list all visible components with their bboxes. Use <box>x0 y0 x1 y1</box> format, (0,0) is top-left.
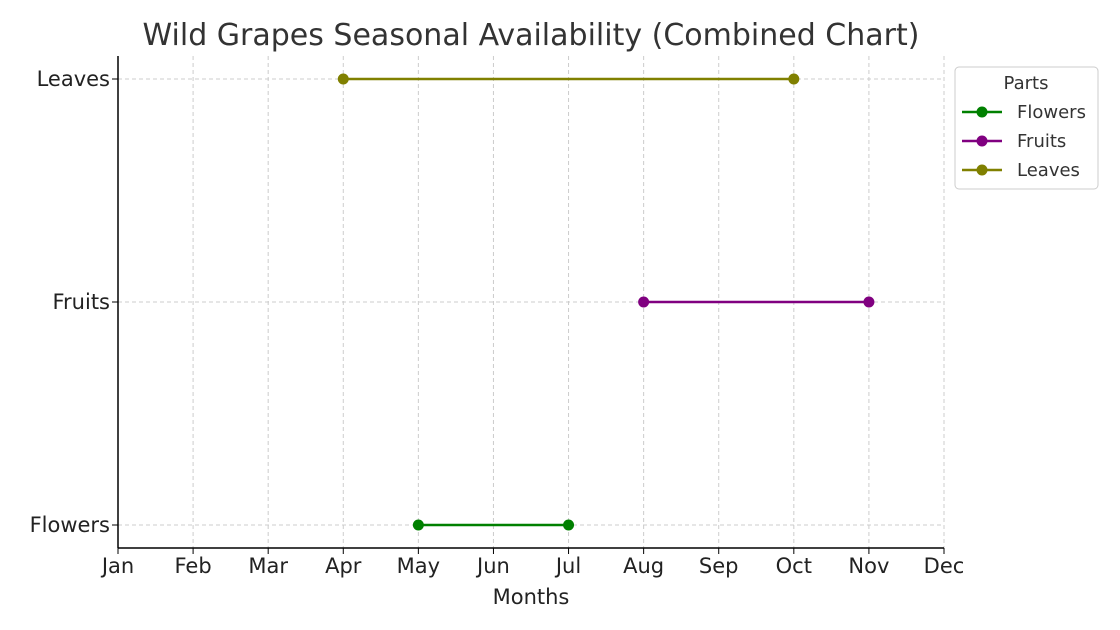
chart-title: Wild Grapes Seasonal Availability (Combi… <box>143 18 920 53</box>
y-tick-label: Flowers <box>30 513 110 537</box>
legend-swatch-marker <box>976 106 988 118</box>
data-point-end <box>863 296 875 308</box>
legend-box <box>954 66 1099 190</box>
y-tick-label: Fruits <box>52 290 110 314</box>
series <box>337 73 875 531</box>
series-leaves <box>337 73 800 85</box>
legend-label: Fruits <box>1017 131 1066 152</box>
series-fruits <box>638 296 875 308</box>
x-tick-label: Feb <box>174 554 211 578</box>
x-tick-label: Apr <box>325 554 362 578</box>
data-point-end <box>788 73 800 85</box>
y-axis-ticks: Flowers Fruits Leaves <box>30 67 118 537</box>
x-tick-label: Mar <box>248 554 288 578</box>
x-tick-label: Oct <box>776 554 812 578</box>
x-tick-label: Dec <box>924 554 965 578</box>
legend-label: Flowers <box>1017 102 1086 123</box>
legend-title: Parts <box>1004 73 1049 94</box>
x-tick-label: Nov <box>848 554 889 578</box>
x-tick-label: May <box>397 554 440 578</box>
x-tick-label: Sep <box>699 554 739 578</box>
legend-items: Flowers Fruits Leaves <box>962 102 1086 181</box>
x-axis-ticks: Jan Feb Mar Apr May Jun Jul Aug Sep Oct Nov Dec <box>100 548 965 578</box>
y-tick-label: Leaves <box>37 67 110 91</box>
data-point-start <box>337 73 349 85</box>
x-tick-label: Aug <box>623 554 664 578</box>
legend-swatch-marker <box>976 164 988 176</box>
data-point-start <box>412 519 424 531</box>
data-point-start <box>638 296 650 308</box>
x-tick-label: Jul <box>554 554 581 578</box>
x-axis-label: Months <box>493 585 570 609</box>
x-tick-label: Jun <box>475 554 510 578</box>
legend-label: Leaves <box>1017 160 1080 181</box>
data-point-end <box>563 519 575 531</box>
legend: Parts Flowers Fruits Leaves <box>954 66 1099 190</box>
legend-swatch-marker <box>976 135 988 147</box>
x-tick-label: Jan <box>100 554 134 578</box>
series-flowers <box>412 519 575 531</box>
